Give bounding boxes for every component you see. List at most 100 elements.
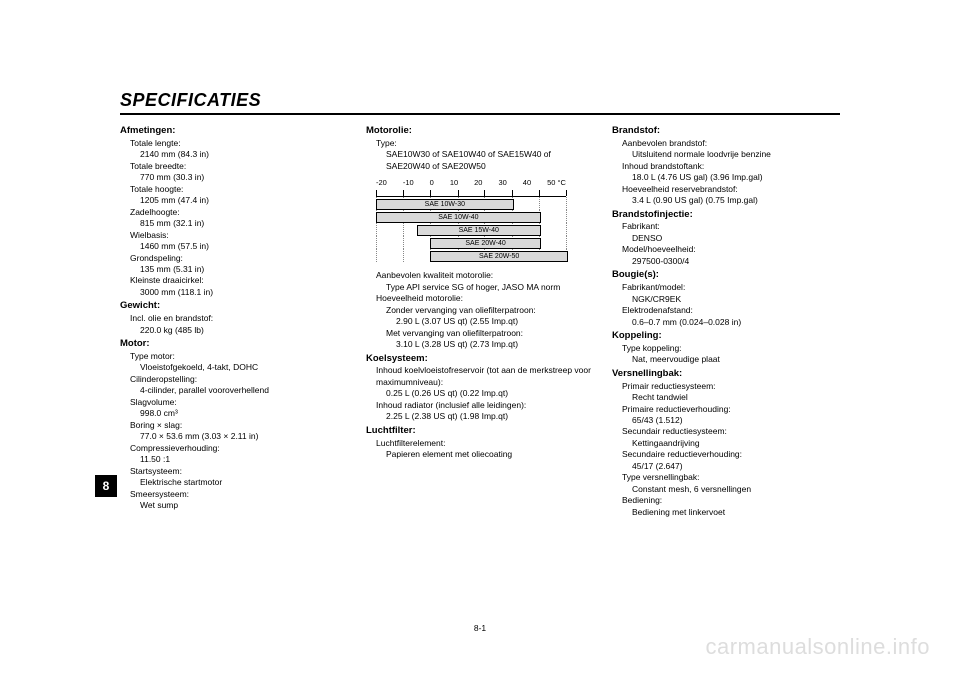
label: Model/hoeveelheid: (622, 244, 840, 255)
label: Inhoud koelvloeistofreservoir (tot aan d… (376, 365, 594, 388)
label: Cilinderopstelling: (130, 374, 348, 385)
label: Type versnellingbak: (622, 472, 840, 483)
heading-bougie: Bougie(s): (612, 269, 840, 282)
heading-luchtfilter: Luchtfilter: (366, 425, 594, 438)
value: 220.0 kg (485 lb) (140, 325, 348, 336)
value: Vloeistofgekoeld, 4-takt, DOHC (140, 362, 348, 373)
oil-scale: -20-1001020304050 °C (376, 178, 566, 188)
scale-label: 50 °C (547, 178, 566, 188)
value: 4-cilinder, parallel vooroverhellend (140, 385, 348, 396)
value: 45/17 (2.647) (632, 461, 840, 472)
sublabel: Met vervanging van oliefilterpatroon: (386, 328, 594, 339)
value: 297500-0300/4 (632, 256, 840, 267)
value: 1460 mm (57.5 in) (140, 241, 348, 252)
label: Boring × slag: (130, 420, 348, 431)
value: 3.10 L (3.28 US qt) (2.73 Imp.qt) (396, 339, 594, 350)
value: Type API service SG of hoger, JASO MA no… (386, 282, 594, 293)
label: Elektrodenafstand: (622, 305, 840, 316)
scale-label: -10 (403, 178, 414, 188)
label: Kleinste draaicirkel: (130, 275, 348, 286)
value: 3000 mm (118.1 in) (140, 287, 348, 298)
heading-afmetingen: Afmetingen: (120, 125, 348, 138)
oil-row: SAE 15W-40 (376, 223, 566, 236)
scale-label: -20 (376, 178, 387, 188)
value: 0.25 L (0.26 US qt) (0.22 Imp.qt) (386, 388, 594, 399)
label: Fabrikant/model: (622, 282, 840, 293)
heading-motorolie: Motorolie: (366, 125, 594, 138)
label: Secundaire reductieverhouding: (622, 449, 840, 460)
value: Elektrische startmotor (140, 477, 348, 488)
oil-bar: SAE 10W-30 (376, 199, 514, 210)
page-title: SPECIFICATIES (120, 90, 261, 110)
label: Aanbevolen kwaliteit motorolie: (376, 270, 594, 281)
label: Aanbevolen brandstof: (622, 138, 840, 149)
oil-bar: SAE 15W-40 (417, 225, 541, 236)
label: Totale hoogte: (130, 184, 348, 195)
value: Uitsluitend normale loodvrije benzine (632, 149, 840, 160)
label: Type motor: (130, 351, 348, 362)
label: Primaire reductieverhouding: (622, 404, 840, 415)
value: Constant mesh, 6 versnellingen (632, 484, 840, 495)
label: Luchtfilterelement: (376, 438, 594, 449)
oil-bar: SAE 20W-50 (430, 251, 568, 262)
value: Kettingaandrijving (632, 438, 840, 449)
value: SAE10W30 of SAE10W40 of SAE15W40 of SAE2… (386, 149, 594, 172)
label: Grondspeling: (130, 253, 348, 264)
value: 77.0 × 53.6 mm (3.03 × 2.11 in) (140, 431, 348, 442)
oil-bar: SAE 20W-40 (430, 238, 540, 249)
value: 2.25 L (2.38 US qt) (1.98 Imp.qt) (386, 411, 594, 422)
sublabel: Zonder vervanging van oliefilterpatroon: (386, 305, 594, 316)
column-1: Afmetingen: Totale lengte:2140 mm (84.3 … (120, 123, 348, 518)
oil-ticks (376, 190, 566, 197)
oil-rows: SAE 10W-30 SAE 10W-40 SAE 15W-40 SAE 20W-40… (376, 197, 566, 262)
columns: Afmetingen: Totale lengte:2140 mm (84.3 … (120, 123, 840, 518)
oil-bar: SAE 10W-40 (376, 212, 541, 223)
oil-row: SAE 10W-30 (376, 197, 566, 210)
heading-versnellingbak: Versnellingbak: (612, 368, 840, 381)
value: 3.4 L (0.90 US gal) (0.75 Imp.gal) (632, 195, 840, 206)
value: Nat, meervoudige plaat (632, 354, 840, 365)
label: Wielbasis: (130, 230, 348, 241)
column-3: Brandstof: Aanbevolen brandstof:Uitsluit… (612, 123, 840, 518)
heading-motor: Motor: (120, 338, 348, 351)
label: Slagvolume: (130, 397, 348, 408)
heading-brandstof: Brandstof: (612, 125, 840, 138)
label: Type koppeling: (622, 343, 840, 354)
label: Hoeveelheid reservebrandstof: (622, 184, 840, 195)
value: 0.6–0.7 mm (0.024–0.028 in) (632, 317, 840, 328)
value: Bediening met linkervoet (632, 507, 840, 518)
label: Primair reductiesysteem: (622, 381, 840, 392)
label: Smeersysteem: (130, 489, 348, 500)
label: Incl. olie en brandstof: (130, 313, 348, 324)
value: 1205 mm (47.4 in) (140, 195, 348, 206)
label: Fabrikant: (622, 221, 840, 232)
watermark: carmanualsonline.info (705, 634, 930, 660)
scale-label: 40 (523, 178, 531, 188)
page-number: 8-1 (474, 623, 486, 633)
oil-viscosity-chart: -20-1001020304050 °C SAE 10W-30SAE 10W-4… (376, 178, 594, 262)
heading-koppeling: Koppeling: (612, 330, 840, 343)
value: DENSO (632, 233, 840, 244)
label: Inhoud radiator (inclusief alle leidinge… (376, 400, 594, 411)
label: Startsysteem: (130, 466, 348, 477)
oil-row: SAE 20W-40 (376, 236, 566, 249)
heading-injectie: Brandstofinjectie: (612, 209, 840, 222)
scale-label: 30 (498, 178, 506, 188)
value: 11.50 :1 (140, 454, 348, 465)
label: Zadelhoogte: (130, 207, 348, 218)
oil-row: SAE 20W-50 (376, 249, 566, 262)
heading-gewicht: Gewicht: (120, 300, 348, 313)
value: 998.0 cm³ (140, 408, 348, 419)
scale-label: 10 (450, 178, 458, 188)
value: 815 mm (32.1 in) (140, 218, 348, 229)
value: 2.90 L (3.07 US qt) (2.55 Imp.qt) (396, 316, 594, 327)
value: NGK/CR9EK (632, 294, 840, 305)
label: Secundair reductiesysteem: (622, 426, 840, 437)
manual-page: SPECIFICATIES Afmetingen: Totale lengte:… (120, 90, 840, 620)
label: Type: (376, 138, 594, 149)
heading-koelsysteem: Koelsysteem: (366, 353, 594, 366)
value: Papieren element met oliecoating (386, 449, 594, 460)
label: Compressieverhouding: (130, 443, 348, 454)
value: 65/43 (1.512) (632, 415, 840, 426)
label: Bediening: (622, 495, 840, 506)
